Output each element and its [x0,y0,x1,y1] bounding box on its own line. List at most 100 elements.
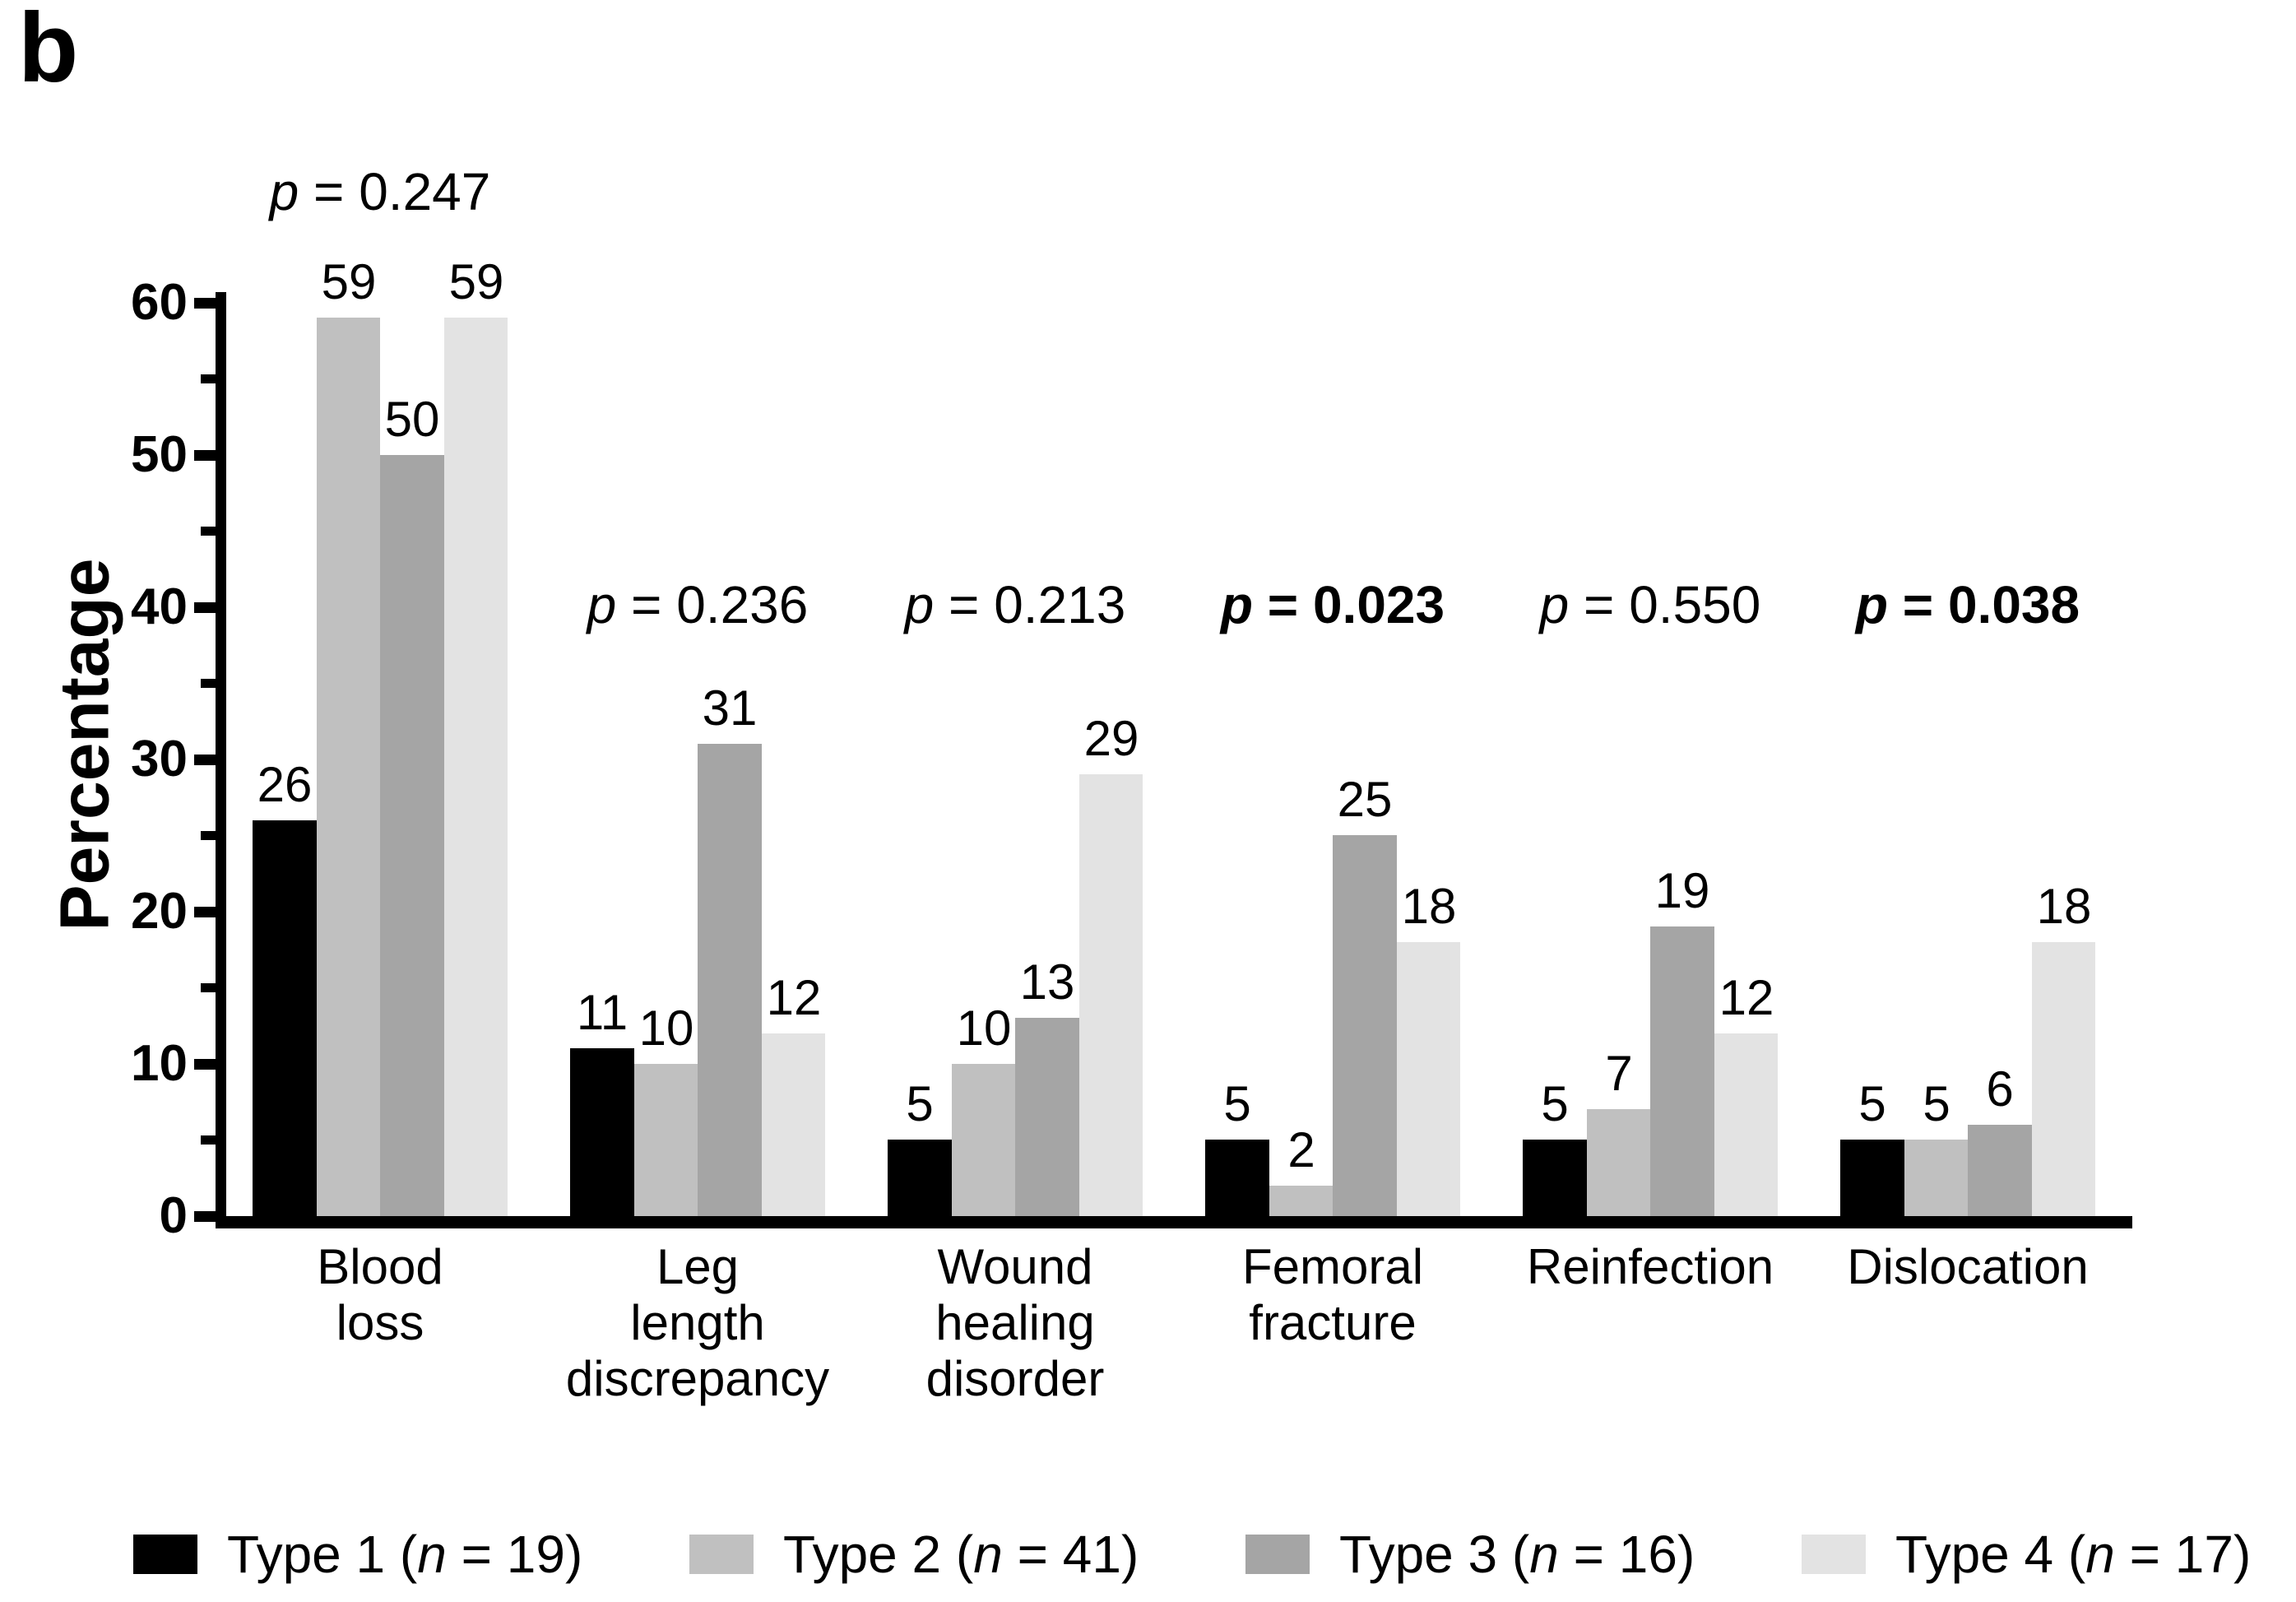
bar-type-2-dislocation [1904,1140,1968,1216]
bar-type-1-femoral-fracture [1205,1140,1269,1216]
category-label-wound-healing-disorder: Wound healing disorder [842,1239,1188,1407]
legend-swatch-type-4 [1802,1535,1866,1574]
value-label-type-1-blood-loss: 26 [257,757,313,812]
bar-type-4-leg-length-discrepancy [762,1033,825,1216]
y-tick-label-40: 40 [131,578,188,635]
category-label-line: Wound [937,1239,1093,1294]
p-symbol: p [587,575,617,634]
y-tick-label-30: 30 [131,731,188,787]
n-symbol: n [2085,1525,2115,1584]
panel-letter: b [18,0,79,103]
value-label-type-4-wound-healing-disorder: 29 [1083,711,1139,766]
legend-label-type-4: Type 4 (n = 17) [1895,1525,2252,1584]
p-symbol: p [1855,575,1888,634]
category-label-line: length [630,1295,765,1350]
value-label-type-3-wound-healing-disorder: 13 [1019,954,1075,1010]
bar-type-3-wound-healing-disorder [1015,1018,1079,1216]
bar-type-4-blood-loss [444,318,508,1216]
n-symbol: n [417,1525,447,1584]
value-label-type-3-blood-loss: 50 [384,392,440,447]
bar-type-3-leg-length-discrepancy [698,744,762,1216]
value-label-type-1-dislocation: 5 [1858,1076,1886,1131]
n-symbol: n [973,1525,1003,1584]
y-tick-50 [194,450,216,461]
y-tick-label-0: 0 [159,1187,188,1244]
legend-item-type-1: Type 1 (n = 19) [133,1525,583,1584]
category-label-leg-length-discrepancy: Leg length discrepancy [525,1239,870,1407]
bar-type-2-blood-loss [317,318,380,1216]
legend-label-type-1: Type 1 (n = 19) [227,1525,583,1584]
category-label-line: Femoral [1241,1239,1424,1294]
y-tick-40 [194,602,216,613]
y-minor-tick-55 [201,374,216,383]
bar-type-1-blood-loss [253,820,317,1216]
value-label-type-3-femoral-fracture: 25 [1337,772,1393,827]
category-label-line: Dislocation [1847,1239,2089,1294]
value-label-type-2-reinfection: 7 [1605,1046,1633,1101]
p-value-dislocation: p = 0.038 [1855,575,2080,634]
value-label-type-4-blood-loss: 59 [448,254,504,309]
p-symbol: p [1220,575,1253,634]
bar-type-1-dislocation [1840,1140,1904,1216]
category-label-line: Leg [656,1239,740,1294]
y-axis-line [216,292,226,1228]
value-label-type-1-wound-healing-disorder: 5 [906,1076,934,1131]
bar-type-4-wound-healing-disorder [1079,774,1143,1216]
bar-type-3-blood-loss [380,455,444,1216]
y-tick-10 [194,1059,216,1070]
p-symbol: p [1539,575,1570,634]
y-minor-tick-5 [201,1135,216,1145]
legend-swatch-type-2 [689,1535,754,1574]
bar-type-3-dislocation [1968,1125,2032,1216]
p-symbol: p [269,162,299,221]
n-symbol: n [1529,1525,1559,1584]
bar-type-3-femoral-fracture [1333,835,1397,1216]
bar-type-4-dislocation [2032,942,2095,1216]
value-label-type-4-femoral-fracture: 18 [1401,879,1457,934]
bar-type-1-wound-healing-disorder [888,1140,952,1216]
p-value-wound-healing-disorder: p = 0.213 [904,575,1126,634]
value-label-type-2-wound-healing-disorder: 10 [956,1001,1012,1056]
p-symbol: p [904,575,935,634]
bar-type-1-reinfection [1523,1140,1587,1216]
value-label-type-4-dislocation: 18 [2036,879,2092,934]
bar-type-2-femoral-fracture [1269,1186,1333,1216]
legend-label-type-2: Type 2 (n = 41) [783,1525,1139,1584]
y-tick-label-50: 50 [131,426,188,483]
category-label-line: fracture [1249,1295,1417,1350]
category-label-line: Reinfection [1526,1239,1774,1294]
value-label-type-2-dislocation: 5 [1923,1076,1950,1131]
value-label-type-3-reinfection: 19 [1654,863,1710,918]
bar-type-2-wound-healing-disorder [952,1064,1015,1216]
y-tick-60 [194,298,216,309]
category-label-blood-loss: Blood loss [207,1239,553,1351]
category-label-line: loss [336,1295,424,1350]
category-label-line: Blood [317,1239,443,1294]
legend-item-type-3: Type 3 (n = 16) [1245,1528,1695,1581]
category-label-line: discrepancy [565,1351,830,1406]
value-label-type-3-leg-length-discrepancy: 31 [702,680,758,736]
value-label-type-4-leg-length-discrepancy: 12 [766,970,822,1025]
bar-type-4-femoral-fracture [1397,942,1460,1216]
y-tick-0 [194,1211,216,1222]
category-label-reinfection: Reinfection [1477,1239,1823,1295]
p-value-blood-loss: p = 0.247 [269,162,491,221]
y-minor-tick-35 [201,679,216,688]
p-value-leg-length-discrepancy: p = 0.236 [587,575,809,634]
x-axis-baseline [216,1216,2132,1228]
category-label-dislocation: Dislocation [1795,1239,2141,1295]
value-label-type-1-reinfection: 5 [1541,1076,1569,1131]
y-minor-tick-15 [201,983,216,992]
bar-type-2-reinfection [1587,1109,1650,1216]
category-label-line: disorder [925,1351,1105,1406]
bar-type-2-leg-length-discrepancy [634,1064,698,1216]
legend-item-type-4: Type 4 (n = 17) [1802,1525,2252,1584]
legend-item-type-2: Type 2 (n = 41) [689,1525,1139,1584]
y-minor-tick-45 [201,527,216,536]
bar-type-1-leg-length-discrepancy [570,1048,634,1216]
y-tick-label-20: 20 [131,883,188,940]
p-value-reinfection: p = 0.550 [1539,575,1761,634]
value-label-type-1-femoral-fracture: 5 [1223,1076,1251,1131]
value-label-type-2-leg-length-discrepancy: 10 [638,1001,694,1056]
